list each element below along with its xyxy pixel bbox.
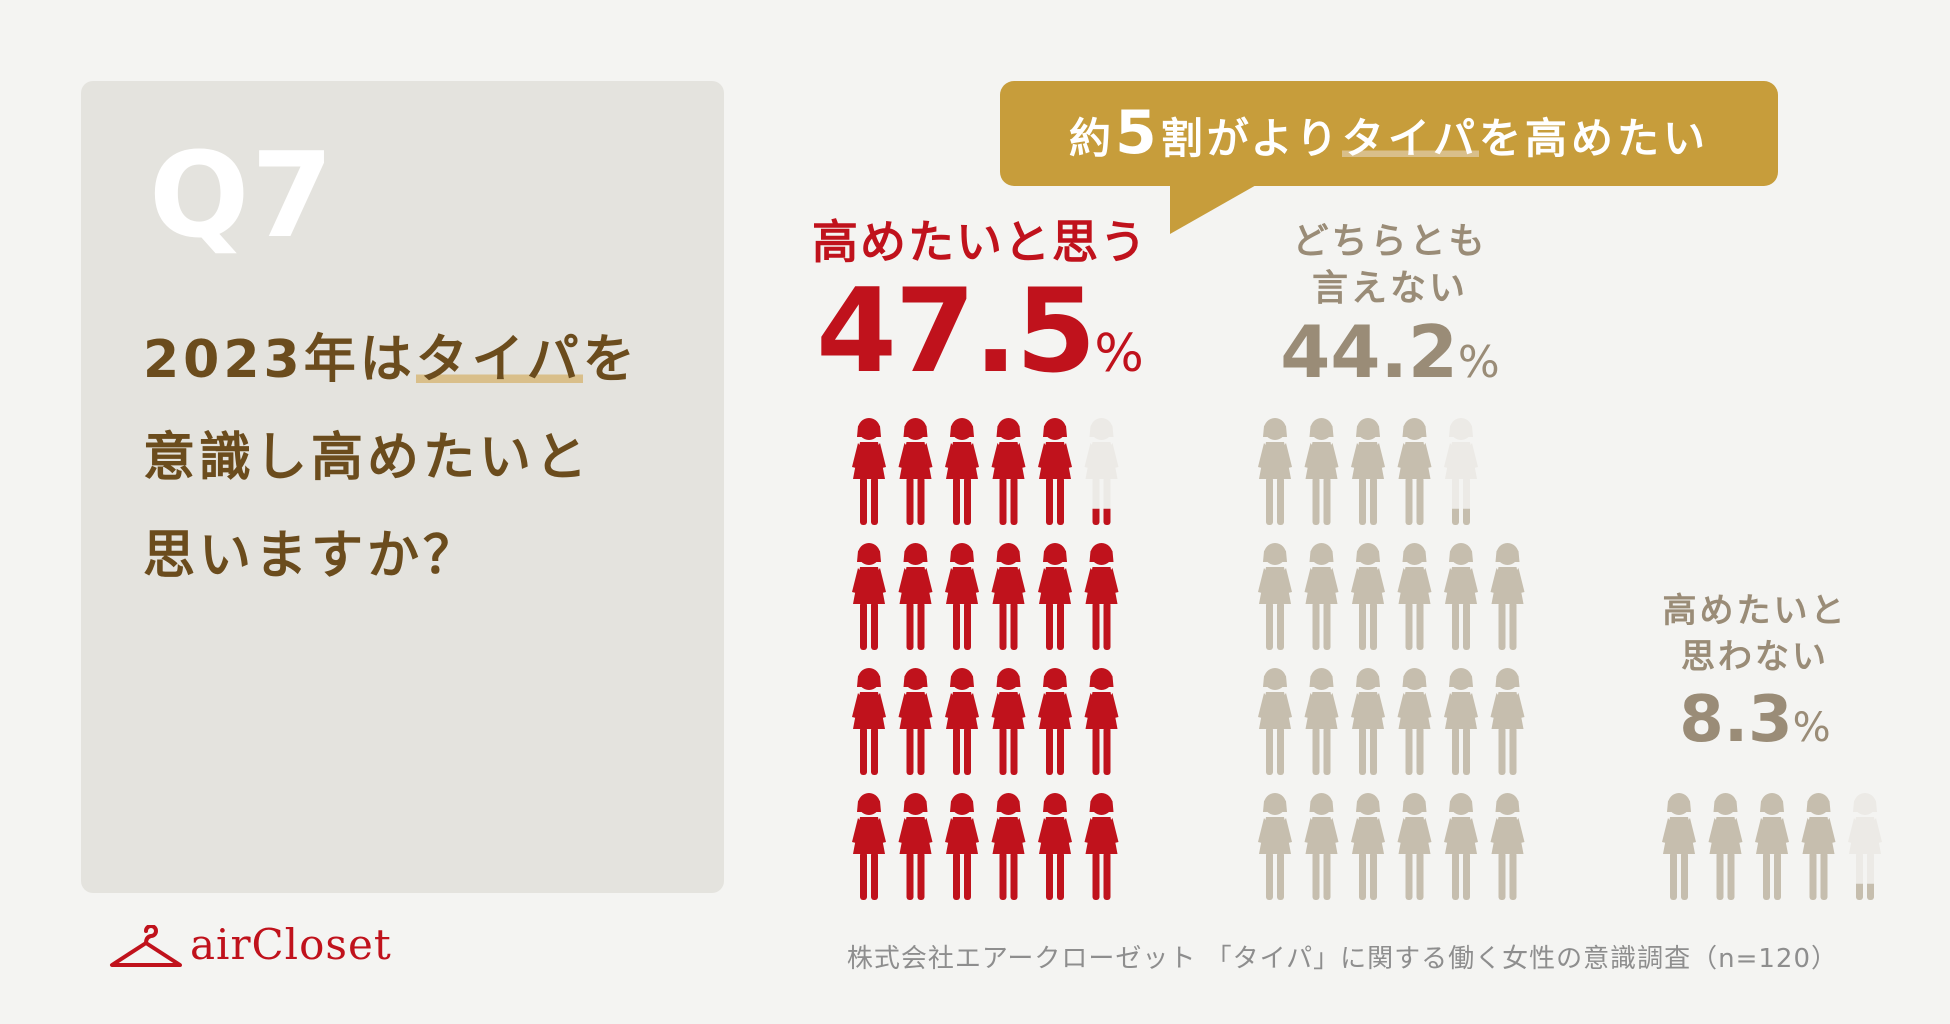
source-note: 株式会社エアークローゼット 「タイパ」に関する働く女性の意識調査（n=120）: [846, 944, 1838, 974]
woman-icon: [1490, 668, 1525, 775]
category-name-line-1: どちらとも: [1292, 221, 1488, 262]
question-line-1-text: 2023年は: [143, 330, 416, 390]
percent-value: 47.5: [816, 264, 1096, 400]
brand-logo-text: airCloset: [190, 920, 392, 969]
woman-icon: [1084, 543, 1119, 650]
woman-icon: [945, 793, 979, 900]
woman-icon-partial: [1856, 883, 1874, 900]
woman-icon: [852, 418, 886, 525]
woman-icon: [991, 668, 1026, 775]
woman-icon-partial: [1452, 508, 1470, 525]
woman-icon: [1490, 543, 1525, 650]
woman-icon: [852, 793, 886, 900]
callout-highlight: タイパ: [1341, 114, 1479, 163]
question-panel: Q7 2023年はタイパを 意識し高めたいと 思いますか？: [81, 81, 724, 893]
woman-icon: [1490, 793, 1525, 900]
question-line-3: 思いますか？: [143, 526, 480, 586]
woman-icon: [1397, 543, 1432, 650]
callout-suffix: を高めたい: [1478, 114, 1709, 163]
callout-banner: 約5割がよりタイパを高めたい: [1000, 81, 1778, 186]
question-number: Q7: [149, 126, 336, 264]
woman-icon: [1304, 668, 1339, 775]
woman-icon: [1397, 418, 1432, 525]
woman-icon: [1084, 793, 1119, 900]
category-name-line-2: 思わない: [1681, 637, 1829, 677]
callout-tail: [1170, 184, 1258, 234]
woman-icon: [852, 668, 886, 775]
woman-icon: [1397, 793, 1432, 900]
woman-icon: [1351, 418, 1385, 525]
woman-icon: [1038, 793, 1072, 900]
woman-icon: [1038, 668, 1072, 775]
woman-icon: [1304, 418, 1339, 525]
woman-icon: [1304, 543, 1339, 650]
woman-icon: [1351, 793, 1385, 900]
woman-icon: [1084, 418, 1119, 525]
category-label-neutral: どちらとも 言えない 44.2%: [1230, 218, 1550, 388]
percent-unit: %: [1094, 324, 1144, 385]
percent-value: 44.2: [1280, 310, 1458, 394]
woman-icon: [1084, 668, 1119, 775]
woman-icon: [1258, 543, 1292, 650]
question-line-1-end: を: [582, 330, 639, 390]
woman-icon: [1662, 793, 1696, 900]
question-highlight-taipa: タイパ: [415, 330, 583, 390]
category-label-disagree: 高めたいと 思わない 8.3%: [1620, 588, 1890, 752]
woman-icon: [1708, 793, 1743, 900]
woman-icon: [945, 668, 979, 775]
category-percent: 44.2%: [1230, 316, 1550, 388]
woman-icon: [1444, 793, 1478, 900]
hanger-logo-icon: [110, 925, 182, 967]
woman-icon: [945, 418, 979, 525]
woman-icon: [1755, 793, 1789, 900]
woman-icon: [1258, 668, 1292, 775]
woman-icon: [991, 418, 1026, 525]
question-line-1: 2023年はタイパを: [143, 311, 703, 409]
woman-icon: [852, 543, 886, 650]
question-text: 2023年はタイパを 意識し高めたいと 思いますか？: [143, 311, 703, 605]
question-line-2: 意識し高めたいと: [143, 428, 592, 488]
woman-icon: [1351, 543, 1385, 650]
woman-icon: [991, 543, 1026, 650]
woman-icon: [1444, 668, 1478, 775]
callout-middle: 割がより: [1160, 114, 1342, 163]
woman-icon: [1801, 793, 1836, 900]
woman-icon: [1444, 543, 1478, 650]
woman-icon: [1848, 793, 1882, 900]
percent-unit: %: [1457, 337, 1500, 388]
callout-number: 5: [1115, 98, 1161, 168]
woman-icon: [898, 418, 933, 525]
percent-value: 8.3: [1679, 683, 1793, 757]
woman-icon: [1258, 418, 1292, 525]
category-percent: 47.5%: [790, 274, 1170, 390]
woman-icon: [1038, 543, 1072, 650]
category-name: 高めたいと思う: [812, 215, 1148, 269]
woman-icon-partial: [1092, 508, 1111, 525]
woman-icon: [991, 793, 1026, 900]
woman-icon: [898, 793, 933, 900]
woman-icon: [945, 543, 979, 650]
category-label-agree: 高めたいと思う 47.5%: [790, 215, 1170, 390]
woman-icon: [1397, 668, 1432, 775]
category-name-line-1: 高めたいと: [1662, 591, 1848, 631]
woman-icon: [1444, 418, 1478, 525]
woman-icon: [1304, 793, 1339, 900]
woman-icon: [898, 668, 933, 775]
woman-icon: [898, 543, 933, 650]
woman-icon: [1038, 418, 1072, 525]
woman-icon: [1351, 668, 1385, 775]
woman-icon: [1258, 793, 1292, 900]
callout-prefix: 約: [1068, 114, 1115, 163]
category-name-line-2: 言えない: [1311, 268, 1468, 309]
percent-unit: %: [1792, 705, 1831, 751]
category-percent: 8.3%: [1620, 688, 1890, 752]
